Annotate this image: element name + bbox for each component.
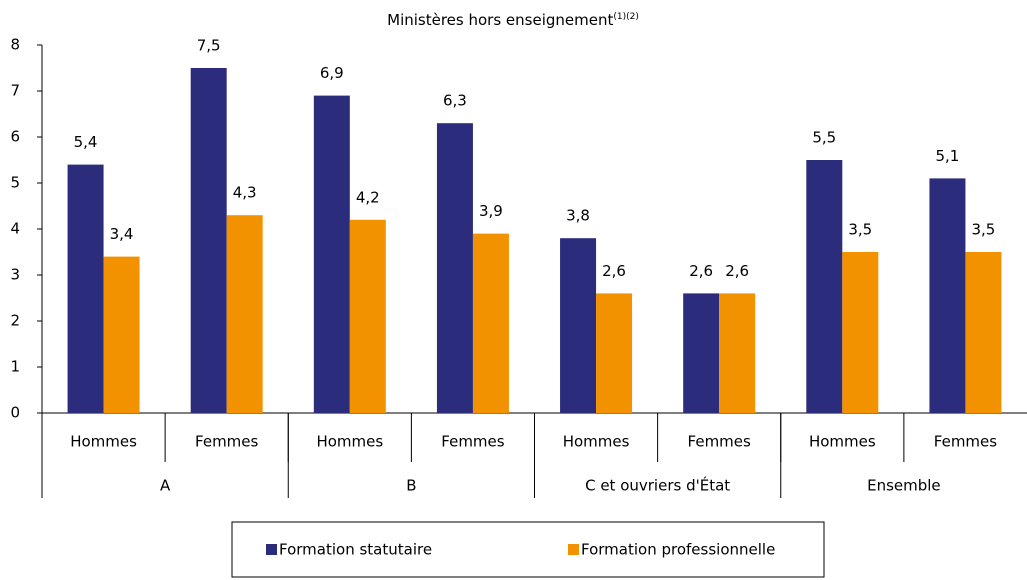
bar [806, 160, 843, 413]
y-tick-label: 8 [10, 36, 20, 54]
bar [719, 293, 756, 413]
value-label: 6,3 [443, 92, 467, 110]
bar [190, 68, 227, 413]
legend-swatch [266, 544, 277, 555]
value-label: 3,4 [110, 225, 134, 243]
x-tick-label: Hommes [70, 433, 137, 451]
x-tick-label: Femmes [688, 433, 751, 451]
x-tick-label: Femmes [195, 433, 258, 451]
bar [436, 123, 473, 413]
value-label: 6,9 [320, 64, 344, 82]
group-label: C et ouvriers d'État [585, 476, 730, 495]
group-label: Ensemble [867, 477, 941, 495]
bar [596, 293, 633, 413]
value-label: 3,5 [972, 221, 996, 239]
group-label: A [160, 477, 171, 495]
value-label: 3,9 [479, 202, 503, 220]
y-tick-label: 3 [10, 266, 20, 284]
y-tick-label: 0 [10, 404, 20, 422]
bar [842, 252, 879, 413]
bar [67, 164, 104, 413]
y-tick-label: 7 [10, 82, 20, 100]
group-label: B [406, 477, 416, 495]
bar [683, 293, 720, 413]
value-label: 3,5 [848, 221, 872, 239]
chart-title: Ministères hors enseignement(1)(2) [387, 11, 639, 29]
bar [560, 238, 597, 413]
bar [965, 252, 1002, 413]
y-tick-label: 2 [10, 312, 20, 330]
x-tick-label: Hommes [316, 433, 383, 451]
value-label: 2,6 [725, 262, 749, 280]
legend-swatch [568, 544, 579, 555]
bar [313, 95, 350, 413]
x-tick-label: Femmes [441, 433, 504, 451]
bar [349, 219, 386, 413]
value-label: 5,1 [936, 147, 960, 165]
value-label: 2,6 [689, 262, 713, 280]
bar [929, 178, 966, 413]
title-text: Ministères hors enseignement [387, 11, 613, 29]
x-tick-label: Femmes [934, 433, 997, 451]
value-label: 3,8 [566, 207, 590, 225]
value-label: 2,6 [602, 262, 626, 280]
y-tick-label: 6 [10, 128, 20, 146]
value-label: 4,3 [233, 184, 257, 202]
bar [226, 215, 263, 413]
legend-box [231, 521, 825, 578]
value-label: 5,4 [74, 133, 98, 151]
value-label: 4,2 [356, 188, 380, 206]
bar [472, 233, 509, 413]
title-note: (1)(2) [613, 12, 639, 22]
y-tick-label: 5 [10, 174, 20, 192]
y-tick-label: 1 [10, 358, 20, 376]
x-tick-label: Hommes [563, 433, 630, 451]
legend-label: Formation statutaire [279, 541, 432, 559]
x-tick-label: Hommes [809, 433, 876, 451]
y-tick-label: 4 [10, 220, 20, 238]
legend-label: Formation professionnelle [581, 541, 775, 559]
bar [103, 256, 140, 413]
value-label: 5,5 [812, 129, 836, 147]
value-label: 7,5 [197, 37, 221, 55]
